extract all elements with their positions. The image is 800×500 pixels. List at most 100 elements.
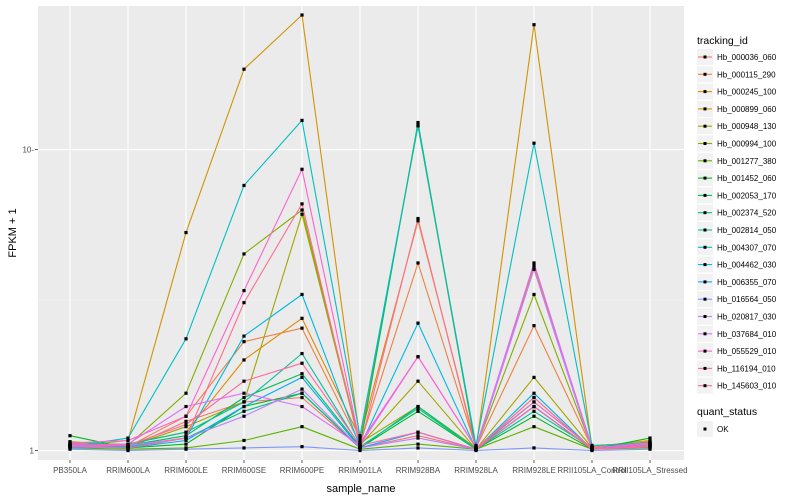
x-tick-label-10: RRII105LA_Stressed [612,466,687,475]
legend-label-1: Hb_000115_290 [717,70,776,79]
legend-point-10 [703,228,707,232]
data-point-Hb_116194_010-3 [242,379,246,383]
x-tick-label-0: PB350LA [53,466,87,475]
data-point-Hb_000948_130-6 [416,379,420,383]
data-point-Hb_002053_170-3 [242,395,246,400]
data-point-Hb_145603_010-0 [68,445,72,449]
x-tick-label-4: RRIM600PE [280,466,324,475]
legend-label-5: Hb_000994_100 [717,140,777,149]
y-tick-label-1: 10- [22,146,34,155]
data-point-Hb_116194_010-2 [184,422,188,427]
legend-point-8 [703,193,707,197]
legend-point-11 [703,245,707,249]
legend-label-6: Hb_001277_380 [717,157,777,166]
data-point-Hb_016564_050-8 [532,446,536,450]
data-point-Hb_000115_290-3 [242,340,246,344]
data-point-Hb_004307_070-4 [300,118,304,123]
data-point-Hb_037684_010-3 [242,391,246,395]
legend-point-19 [703,384,707,388]
x-tick-label-9: RRII105LA_Control [557,466,627,475]
legend-point-18 [703,366,707,370]
data-point-Hb_116194_010-4 [300,361,304,365]
shape-legend-label-0: OK [717,425,729,434]
axes: 1 10- PB350LA RRIM600LA RRIM600LE RRIM600SE RR… [22,146,687,475]
data-point-Hb_004307_070-7 [474,443,478,447]
data-point-Hb_020817_030-4 [300,387,304,391]
data-point-Hb_006355_070-3 [242,404,246,409]
data-point-Hb_004307_070-8 [532,141,536,145]
legend-label-19: Hb_145603_010 [717,382,777,391]
data-point-Hb_145603_010-3 [242,301,246,305]
data-point-Hb_002053_170-4 [300,372,304,376]
data-point-Hb_020817_030-3 [242,414,246,418]
data-point-Hb_037684_010-2 [184,404,188,409]
x-tick-label-2: RRIM600LE [164,466,208,475]
data-point-Hb_000245_100-4 [300,316,304,320]
data-point-Hb_004462_030-8 [532,391,536,395]
y-axis-title: FPKM + 1 [7,208,19,257]
data-point-Hb_001452_060-6 [416,409,420,413]
data-point-Hb_002053_170-2 [184,434,188,438]
data-point-Hb_145603_010-2 [184,436,188,440]
x-tick-label-1: RRIM600LA [106,466,150,475]
data-point-Hb_055529_010-2 [184,414,188,418]
legend-point-5 [703,142,707,145]
data-point-Hb_004462_030-4 [300,292,304,297]
data-point-Hb_002374_520-3 [242,409,246,413]
data-point-Hb_037684_010-8 [532,261,536,265]
data-point-Hb_145603_010-1 [126,446,130,450]
legend-label-12: Hb_004462_030 [717,261,777,270]
legend-label-4: Hb_000948_130 [717,122,777,131]
data-point-Hb_055529_010-5 [358,441,362,445]
data-point-Hb_000115_290-6 [416,261,420,265]
data-point-Hb_002374_520-6 [416,404,420,409]
legend-label-10: Hb_002814_050 [717,226,777,235]
x-tick-label-5: RRIM901LA [338,466,382,475]
data-point-Hb_002814_050-6 [416,406,420,411]
data-point-Hb_145603_010-10 [648,445,652,449]
legend-point-15 [703,315,707,318]
data-point-Hb_016564_050-5 [358,448,362,453]
data-point-Hb_116194_010-0 [68,442,72,446]
data-point-Hb_000994_100-2 [184,391,188,395]
legend-point-17 [703,349,707,353]
legend-label-16: Hb_037684_010 [717,330,777,339]
legend-point-16 [703,332,707,336]
data-point-Hb_000994_100-3 [242,252,246,256]
data-point-Hb_004307_070-9 [590,443,594,447]
legend-label-18: Hb_116194_010 [717,364,776,373]
legend-title: tracking_id [697,35,748,47]
legend-items: Hb_000036_060 Hb_000115_290 Hb_000245_100 H… [697,49,777,394]
data-point-Hb_016564_050-3 [242,446,246,450]
legend: tracking_id Hb_000036_060Hb_000115_290Hb… [697,35,777,437]
legend-point-1 [703,72,707,76]
data-point-Hb_001277_380-8 [532,425,536,429]
data-point-Hb_000115_290-4 [300,326,304,330]
legend-label-2: Hb_000245_100 [717,88,777,97]
legend-point-2 [703,90,707,94]
data-point-Hb_000899_060-3 [242,67,246,71]
data-point-Hb_000036_060-6 [416,434,420,438]
data-point-Hb_016564_050-6 [416,446,420,450]
data-point-Hb_004307_070-2 [184,337,188,341]
data-point-Hb_016564_050-1 [126,448,130,453]
data-point-Hb_145603_010-5 [358,445,362,449]
legend-label-15: Hb_020817_030 [717,313,777,322]
data-point-Hb_002053_170-6 [416,120,420,125]
legend-point-4 [703,124,707,128]
data-point-Hb_116194_010-8 [532,404,536,409]
data-point-Hb_002814_050-2 [184,430,188,434]
data-point-Hb_000948_130-2 [184,425,188,429]
series-points [68,13,652,453]
data-point-Hb_116194_010-6 [416,430,420,434]
data-point-Hb_145603_010-4 [300,202,304,206]
data-point-Hb_145603_010-6 [416,216,420,221]
data-point-Hb_000994_100-4 [300,208,304,212]
data-point-Hb_002374_520-4 [300,391,304,395]
data-point-Hb_055529_010-1 [126,438,130,443]
data-point-Hb_000036_060-2 [184,419,188,423]
data-point-Hb_000899_060-5 [358,438,362,443]
shape-legend-items: OK [697,421,729,437]
legend-label-17: Hb_055529_010 [717,347,777,356]
